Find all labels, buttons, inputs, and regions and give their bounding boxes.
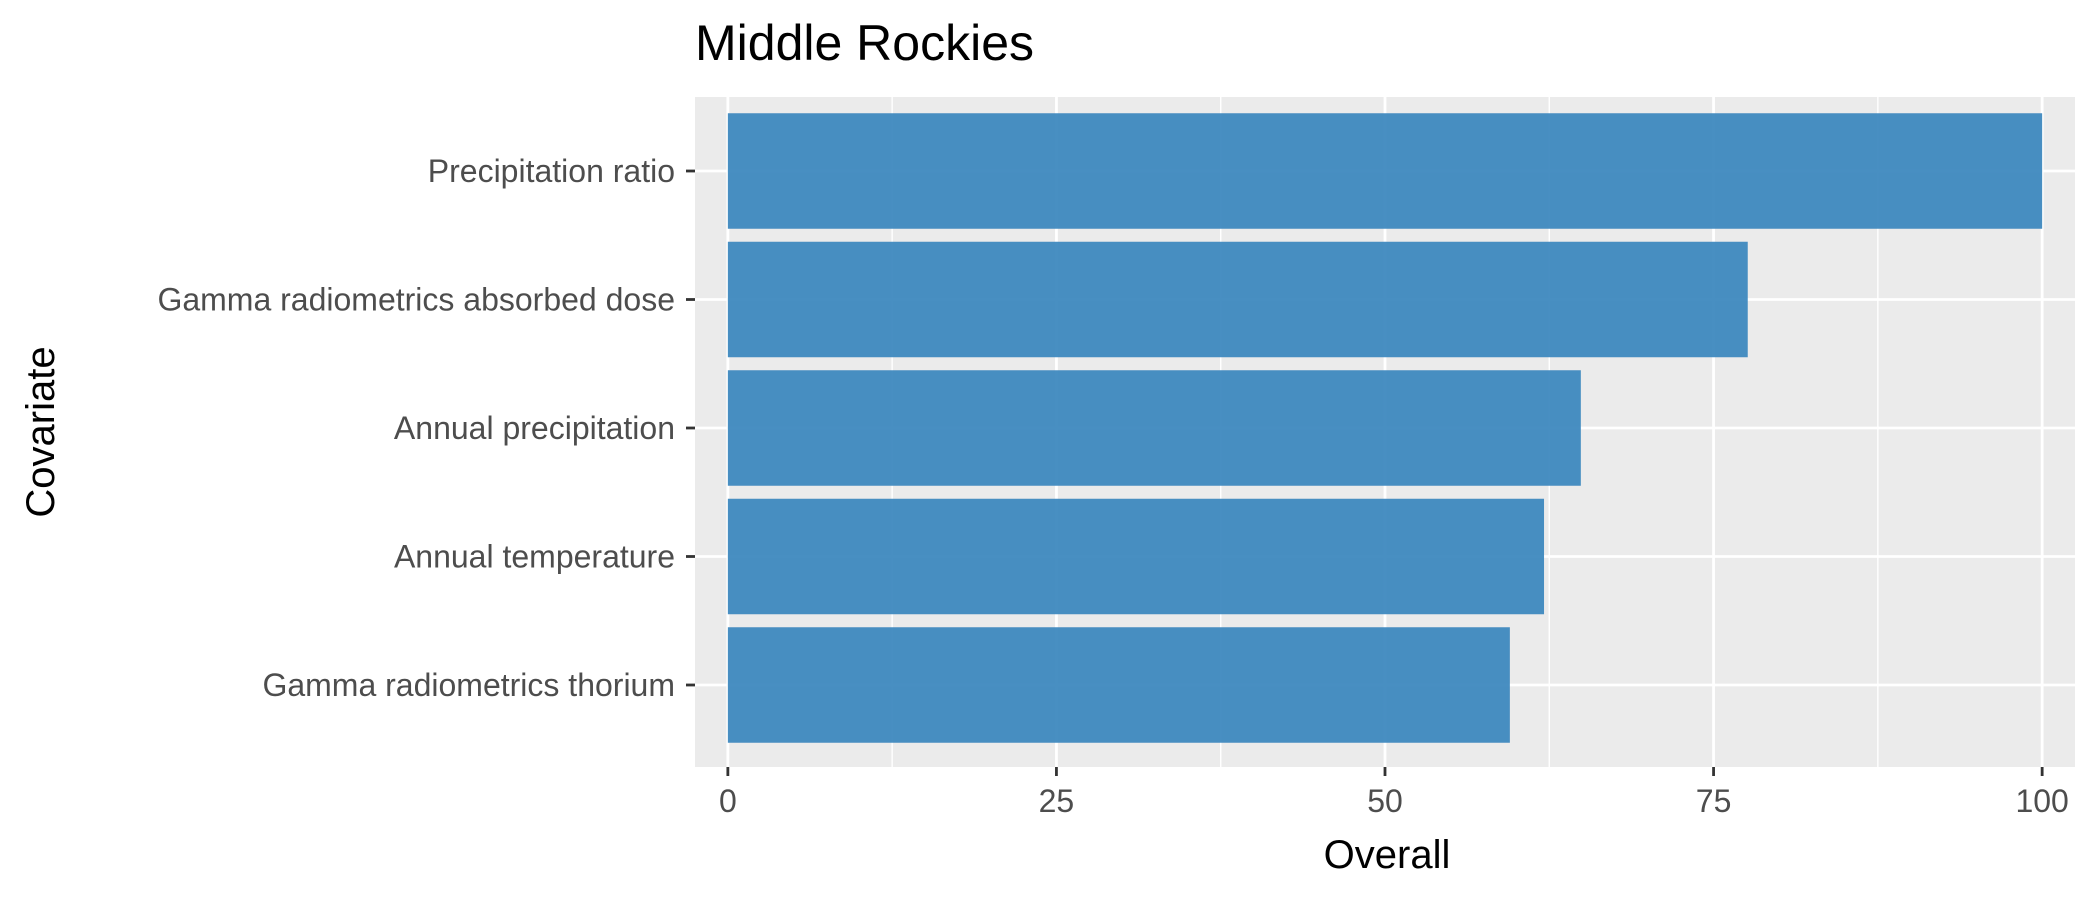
bar (727, 627, 1510, 743)
x-tick-label: 0 (719, 783, 737, 819)
x-tick-label: 75 (1696, 783, 1732, 819)
y-tick-label: Gamma radiometrics thorium (262, 667, 675, 703)
x-tick-label: 25 (1039, 783, 1075, 819)
y-tick-label: Gamma radiometrics absorbed dose (157, 282, 675, 318)
y-tick-label: Annual temperature (394, 539, 675, 575)
bar (727, 370, 1581, 486)
bar (727, 498, 1545, 615)
y-axis-title: Covariate (19, 346, 63, 517)
chart-title: Middle Rockies (695, 15, 1034, 71)
bar (727, 241, 1748, 358)
bar (727, 113, 2043, 229)
bars (727, 113, 2043, 743)
x-tick-label: 50 (1367, 783, 1403, 819)
y-axis: Precipitation ratio Gamma radiometrics ab… (157, 153, 695, 703)
x-axis-title: Overall (1324, 833, 1451, 877)
y-tick-label: Precipitation ratio (428, 153, 675, 189)
y-tick-label: Annual precipitation (394, 410, 675, 446)
x-axis: 0 25 50 75 100 (719, 767, 2069, 819)
x-tick-label: 100 (2015, 783, 2068, 819)
